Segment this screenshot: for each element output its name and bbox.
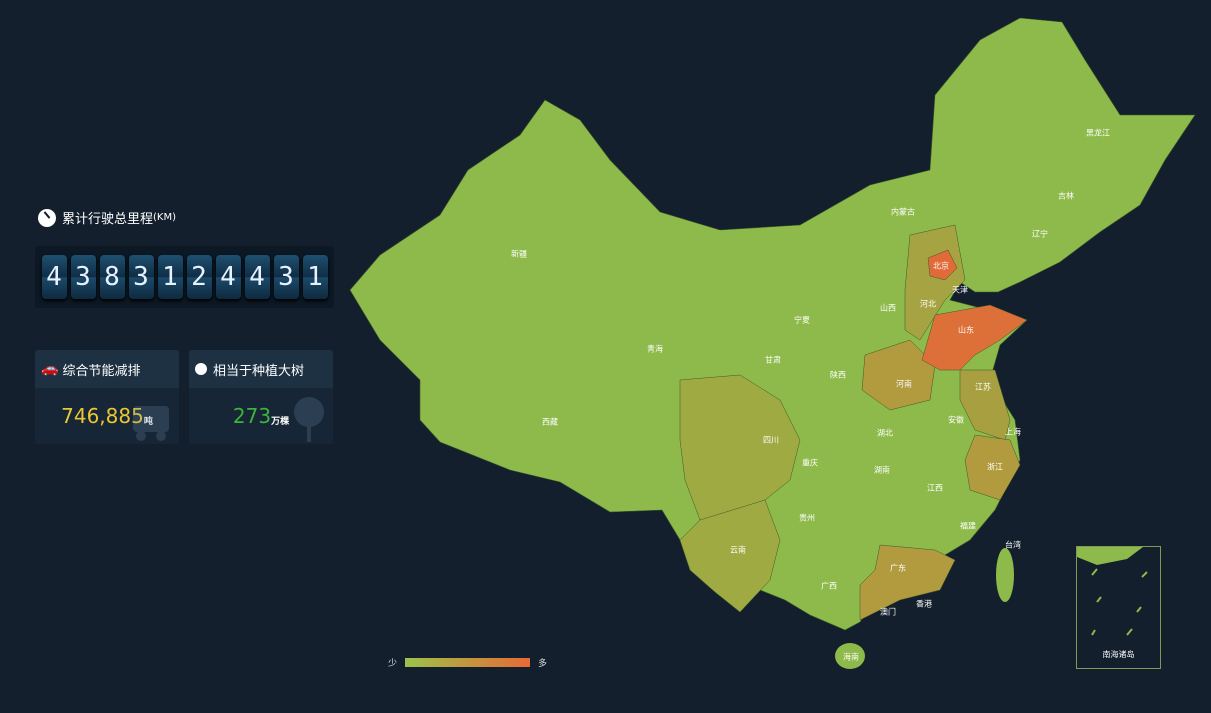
province-label: 香港 (916, 599, 932, 609)
province-label: 贵州 (799, 513, 815, 523)
province-label: 辽宁 (1032, 229, 1048, 239)
province-label: 新疆 (511, 249, 527, 259)
odometer-digit: 1 (302, 255, 328, 299)
province-label: 江西 (927, 483, 943, 493)
trees-value: 273 (232, 404, 272, 428)
region-beijing[interactable] (927, 249, 958, 281)
mileage-odometer: 4 3 8 3 1 2 4 4 3 1 (35, 246, 334, 308)
province-label: 山西 (880, 303, 896, 313)
province-label: 安徽 (948, 415, 964, 425)
province-label: 福建 (960, 521, 976, 531)
taiwan-island[interactable] (996, 548, 1014, 602)
province-label: 宁夏 (794, 315, 810, 325)
tree-watermark-icon (294, 397, 324, 442)
car-watermark-icon (133, 406, 169, 441)
odometer-digit: 3 (70, 255, 96, 299)
province-label: 台湾 (1005, 540, 1021, 550)
odometer-digit: 1 (157, 255, 183, 299)
province-label: 吉林 (1058, 191, 1074, 201)
south-china-sea-inset: 南海诸岛 (1076, 546, 1161, 669)
province-label: 江苏 (975, 382, 991, 392)
province-label: 浙江 (987, 462, 1003, 472)
odometer-digit: 4 (41, 255, 67, 299)
legend-gradient-bar (405, 658, 531, 667)
region-henan[interactable] (861, 339, 936, 411)
region-yunnan[interactable] (679, 499, 781, 613)
province-label: 山东 (958, 325, 974, 335)
region-shandong[interactable] (921, 304, 1028, 371)
province-label: 重庆 (802, 458, 818, 468)
province-label: 广东 (890, 563, 906, 573)
speedometer-icon (38, 208, 56, 227)
odometer-digit: 4 (244, 255, 270, 299)
province-label: 湖北 (877, 428, 893, 438)
province-label: 云南 (730, 545, 746, 555)
islands-icon (1077, 547, 1148, 636)
province-label: 青海 (647, 344, 663, 354)
province-label: 甘肃 (765, 355, 781, 365)
hainan-island[interactable] (835, 643, 865, 669)
province-label: 广西 (821, 581, 837, 591)
province-label: 海南 (843, 652, 859, 662)
emission-card: 🚗综合节能减排 746,885吨 (35, 350, 179, 444)
province-label: 澳门 (880, 607, 896, 617)
trees-card: 相当于种植大树 273 万棵 (189, 350, 333, 444)
province-label: 北京 (933, 261, 949, 271)
province-label: 湖南 (874, 465, 890, 475)
region-guangdong[interactable] (859, 544, 956, 621)
mileage-title: 累计行驶总里程 (KM) (38, 208, 176, 227)
odometer-digit: 8 (99, 255, 125, 299)
province-label: 上海 (1005, 427, 1021, 437)
region-zhejiang[interactable] (964, 434, 1021, 501)
car-icon: 🚗 (41, 361, 59, 377)
map-legend: 少 多 (388, 658, 548, 669)
odometer-digit: 4 (215, 255, 241, 299)
tree-icon (195, 363, 207, 375)
odometer-digit: 2 (186, 255, 212, 299)
province-label: 天津 (952, 285, 968, 295)
odometer-digit: 3 (128, 255, 154, 299)
province-label: 西藏 (542, 417, 558, 427)
province-label: 河南 (896, 379, 912, 389)
province-label: 四川 (763, 435, 779, 445)
province-label: 陕西 (830, 370, 846, 380)
province-label: 内蒙古 (891, 207, 915, 217)
province-label: 黑龙江 (1086, 128, 1110, 138)
emission-value: 746,885 (61, 404, 144, 428)
province-label: 河北 (920, 299, 936, 309)
odometer-digit: 3 (273, 255, 299, 299)
